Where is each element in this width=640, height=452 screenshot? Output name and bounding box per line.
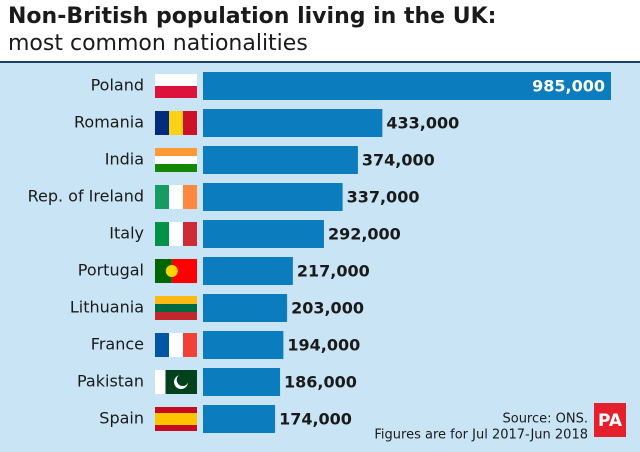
category-label: Poland	[91, 76, 144, 95]
bar	[203, 368, 281, 396]
note: Figures are for Jul 2017-Jun 2018	[374, 428, 588, 443]
category-label: Spain	[99, 409, 144, 428]
flag-stripe	[155, 86, 197, 98]
flag-stripe	[183, 111, 197, 135]
category-label: Italy	[109, 224, 144, 243]
bar	[203, 257, 293, 285]
bar	[203, 294, 288, 322]
value-label: 292,000	[328, 225, 401, 244]
value-label: 337,000	[347, 188, 420, 207]
flag-stripe	[183, 185, 197, 209]
flag-stripe	[155, 222, 169, 246]
flag-stripe	[169, 222, 183, 246]
bar	[203, 220, 324, 248]
bar	[203, 405, 276, 433]
flag-emblem	[176, 374, 189, 386]
flag-stripe	[155, 370, 166, 394]
category-label: Pakistan	[77, 372, 144, 391]
value-label: 374,000	[362, 151, 435, 170]
flag-stripe	[155, 296, 197, 304]
flag-stripe	[155, 74, 197, 86]
bar	[203, 146, 358, 174]
flag-stripe	[155, 259, 172, 283]
category-label: France	[91, 335, 144, 354]
flag-stripe	[155, 156, 197, 164]
flag-stripe	[169, 111, 183, 135]
value-label: 985,000	[532, 77, 605, 96]
value-label: 174,000	[279, 410, 352, 429]
category-label: Romania	[74, 113, 144, 132]
flag-stripe	[169, 185, 183, 209]
source: Source: ONS.	[502, 412, 588, 427]
flag-stripe	[155, 185, 169, 209]
bar	[203, 72, 611, 100]
value-label: 203,000	[291, 299, 364, 318]
logo-box	[594, 403, 626, 437]
chart-title: Non-British population living in the UK:	[8, 4, 496, 29]
category-label: Rep. of Ireland	[28, 187, 144, 206]
bar	[203, 331, 284, 359]
flag-stripe	[155, 312, 197, 320]
value-label: 433,000	[386, 114, 459, 133]
category-label: Lithuania	[70, 298, 144, 317]
flag-stripe	[169, 333, 183, 357]
flag-stripe	[183, 333, 197, 357]
category-label: India	[105, 150, 144, 169]
flag-stripe	[155, 413, 197, 425]
bar	[203, 183, 343, 211]
logo: PA	[598, 411, 623, 431]
chart-subtitle: most common nationalities	[8, 31, 308, 56]
value-label: 194,000	[287, 336, 360, 355]
flag-emblem	[165, 265, 178, 277]
flag-stripe	[155, 111, 169, 135]
category-label: Portugal	[78, 261, 144, 280]
flag-stripe	[183, 222, 197, 246]
value-label: 217,000	[297, 262, 370, 281]
bar	[203, 109, 383, 137]
value-label: 186,000	[284, 373, 357, 392]
flag-stripe	[155, 333, 169, 357]
flag-stripe	[155, 304, 197, 312]
flag-stripe	[155, 164, 197, 172]
flag-stripe	[155, 148, 197, 156]
